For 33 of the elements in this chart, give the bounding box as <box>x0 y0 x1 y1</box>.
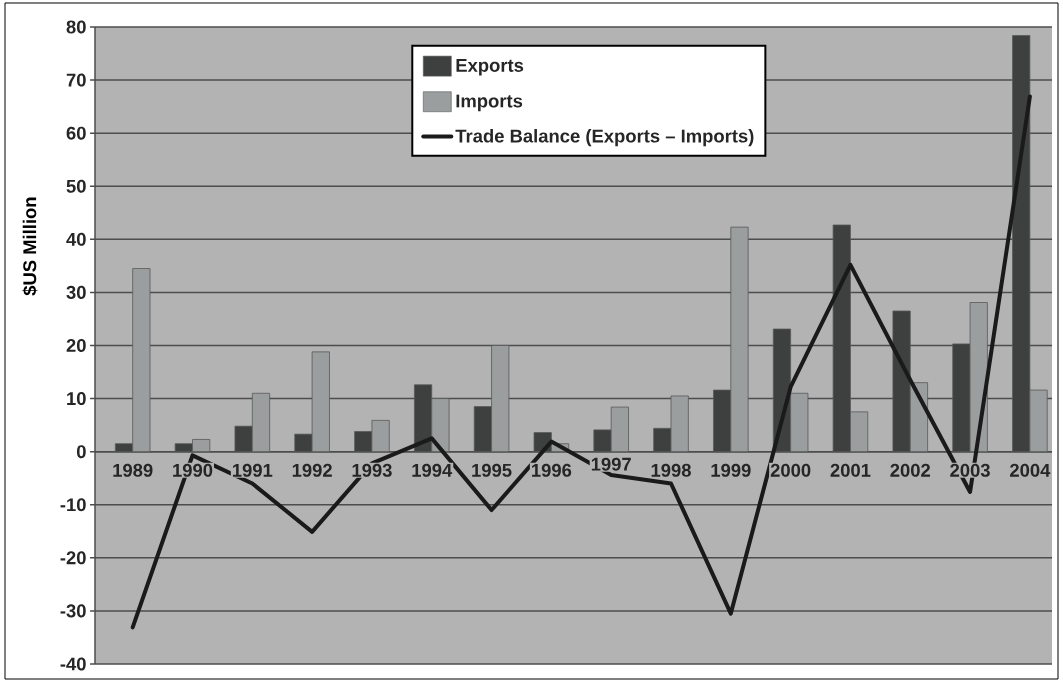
y-tick-label: 10 <box>67 392 86 406</box>
legend-label: Trade Balance (Exports – Imports) <box>455 129 754 147</box>
x-tick-label: 2003 <box>950 463 990 477</box>
x-tick-label: 2001 <box>830 463 871 477</box>
y-tick-label: -40 <box>60 657 86 671</box>
y-axis-title: $US Million <box>22 197 38 296</box>
x-tick-label: 1996 <box>532 463 572 477</box>
legend-label: Exports <box>456 59 524 76</box>
x-tick-label: 1990 <box>173 463 213 477</box>
y-tick-label: 0 <box>76 445 86 459</box>
y-tick-label: 50 <box>66 179 86 193</box>
x-tick-label: 1991 <box>232 463 273 477</box>
y-tick-label: 70 <box>66 73 86 87</box>
y-tick-label: 20 <box>66 338 86 353</box>
y-tick-label: -20 <box>60 551 86 565</box>
x-tick-label: 1992 <box>292 463 332 477</box>
y-tick-label: -30 <box>60 604 86 618</box>
x-tick-label: 1995 <box>472 463 512 477</box>
x-tick-label: 1993 <box>352 463 392 477</box>
x-tick-label: 2004 <box>1010 463 1051 477</box>
x-tick-label: 2002 <box>890 463 931 477</box>
y-tick-label: 30 <box>66 285 86 299</box>
x-tick-label: 1999 <box>711 463 751 477</box>
x-tick-label: 1998 <box>651 463 691 477</box>
y-tick-label: 40 <box>66 232 86 246</box>
x-tick-label: 1997 <box>591 457 631 471</box>
y-tick-label: 60 <box>66 126 86 140</box>
x-tick-label: 1989 <box>113 463 153 477</box>
y-tick-label: -10 <box>60 498 86 512</box>
x-tick-label: 2000 <box>770 463 811 477</box>
legend-label: Imports <box>456 94 523 112</box>
x-tick-label: 1994 <box>412 463 453 477</box>
y-tick-label: 80 <box>66 20 86 34</box>
